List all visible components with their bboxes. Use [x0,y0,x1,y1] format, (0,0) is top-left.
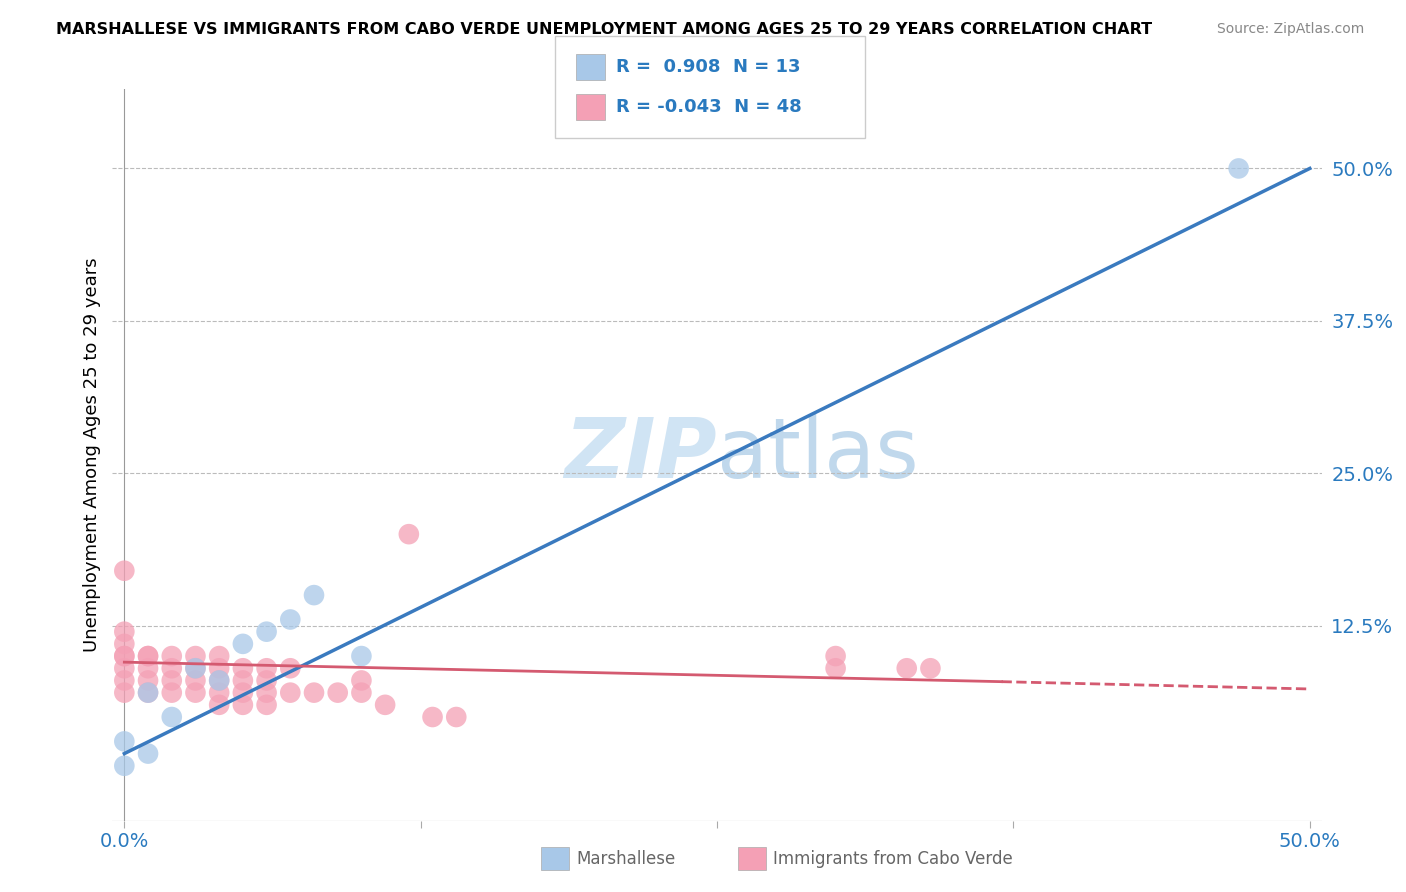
Point [136,661,159,675]
Point [136,673,159,688]
Point [184,649,207,664]
Point [232,661,254,675]
Point [184,685,207,699]
Point [256,661,278,675]
Point [112,649,135,664]
Point [232,685,254,699]
Point [208,673,231,688]
Point [112,649,135,664]
Point [112,637,135,651]
Point [824,649,846,664]
Point [184,673,207,688]
Point [112,564,135,578]
Point [374,698,396,712]
Point [184,661,207,675]
Point [398,527,420,541]
Point [208,685,231,699]
Point [896,661,918,675]
Point [278,613,301,627]
Point [160,661,183,675]
Text: Immigrants from Cabo Verde: Immigrants from Cabo Verde [773,850,1014,868]
Point [136,649,159,664]
Point [136,747,159,761]
Point [136,685,159,699]
Point [136,649,159,664]
Point [160,673,183,688]
Point [350,649,373,664]
Point [326,685,349,699]
Point [184,661,207,675]
Point [256,685,278,699]
Point [208,661,231,675]
Point [422,710,444,724]
Text: atlas: atlas [717,415,918,495]
Point [302,588,325,602]
Point [208,649,231,664]
Point [302,685,325,699]
Point [446,710,468,724]
Point [232,673,254,688]
Point [824,661,846,675]
Point [112,624,135,639]
Point [112,758,135,772]
Point [232,637,254,651]
Text: R =  0.908  N = 13: R = 0.908 N = 13 [616,58,800,76]
Point [1227,161,1250,176]
Point [160,685,183,699]
Text: ZIP: ZIP [564,415,717,495]
Point [160,649,183,664]
Point [160,710,183,724]
Point [136,685,159,699]
Point [350,673,373,688]
Point [208,673,231,688]
Point [256,624,278,639]
Point [256,673,278,688]
Point [112,661,135,675]
Point [350,685,373,699]
Point [112,685,135,699]
Point [208,698,231,712]
Text: Source: ZipAtlas.com: Source: ZipAtlas.com [1216,22,1364,37]
Point [256,698,278,712]
Text: MARSHALLESE VS IMMIGRANTS FROM CABO VERDE UNEMPLOYMENT AMONG AGES 25 TO 29 YEARS: MARSHALLESE VS IMMIGRANTS FROM CABO VERD… [56,22,1153,37]
Point [278,661,301,675]
Point [278,685,301,699]
Point [232,698,254,712]
Point [920,661,942,675]
Text: R = -0.043  N = 48: R = -0.043 N = 48 [616,98,801,116]
Point [112,734,135,748]
Text: Marshallese: Marshallese [576,850,676,868]
Point [112,673,135,688]
Y-axis label: Unemployment Among Ages 25 to 29 years: Unemployment Among Ages 25 to 29 years [83,258,101,652]
